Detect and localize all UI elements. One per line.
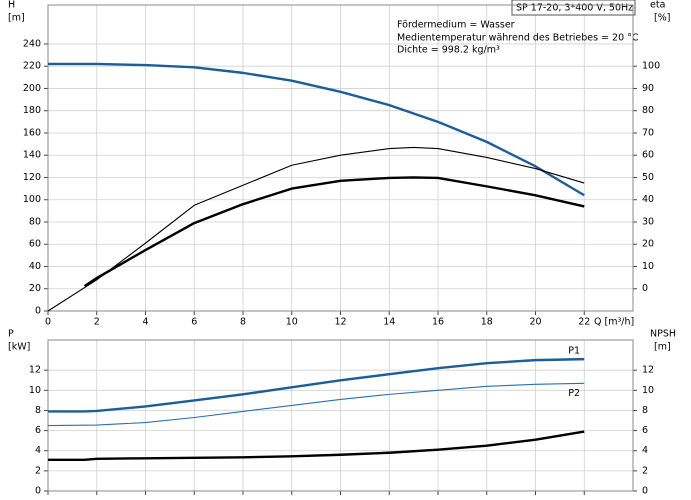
y2-tick-label: 10 [642, 385, 654, 396]
y2-tick-label: 60 [642, 150, 654, 161]
y2-tick-label: 0 [642, 486, 648, 497]
chart-title: SP 17-20, 3*400 V, 50Hz [516, 3, 633, 14]
y2-tick-label: 10 [642, 261, 654, 272]
x-tick-label: 10 [286, 317, 298, 328]
x-tick-label: 6 [191, 317, 197, 328]
curve [48, 357, 585, 413]
series-label: P1 [568, 346, 580, 357]
y2-axis-label: eta [650, 0, 665, 11]
x-tick-label: 18 [481, 317, 493, 328]
y-axis-label: P [8, 329, 14, 340]
y2-tick-label: 20 [642, 239, 654, 250]
y-tick-label: 12 [29, 365, 41, 376]
y2-tick-label: 12 [642, 365, 654, 376]
y-tick-label: 100 [23, 194, 41, 205]
title-box [511, 0, 636, 16]
y-tick-label: 4 [35, 445, 41, 456]
y-tick-label: 240 [23, 38, 41, 49]
x-tick-label: 22 [578, 317, 590, 328]
curve [48, 62, 585, 197]
y-tick-label: 10 [29, 385, 41, 396]
y-tick-label: 0 [35, 306, 41, 317]
annotation: Medientemperatur während des Betriebes =… [397, 33, 639, 44]
y-tick-label: 180 [23, 105, 41, 116]
y2-tick-label: 80 [642, 105, 654, 116]
y-tick-label: 200 [23, 83, 41, 94]
x-tick-label: 2 [94, 317, 100, 328]
y-tick-label: 2 [35, 465, 41, 476]
x-tick-label: 14 [383, 317, 395, 328]
y2-tick-label: 2 [642, 465, 648, 476]
x-tick-label: 0 [45, 317, 51, 328]
y-tick-label: 8 [35, 405, 41, 416]
x-axis-label: Q [m³/h] [594, 317, 634, 328]
y2-tick-label: 70 [642, 127, 654, 138]
series-label: P2 [568, 388, 580, 399]
curve [48, 430, 585, 461]
plot-frame [47, 4, 634, 312]
x-tick-label: 16 [432, 317, 444, 328]
y-tick-label: 40 [29, 261, 41, 272]
y-axis-unit: [m] [8, 13, 25, 24]
curve [47, 146, 585, 312]
x-tick-label: 20 [529, 317, 541, 328]
y2-tick-label: 0 [642, 283, 648, 294]
y2-axis-unit: [m] [654, 342, 671, 353]
annotation: Fördermedium = Wasser [397, 20, 515, 31]
y-tick-label: 80 [29, 216, 41, 227]
y-tick-label: 160 [23, 127, 41, 138]
y-tick-label: 220 [23, 61, 41, 72]
y-axis-unit: [kW] [8, 342, 30, 353]
y2-tick-label: 8 [642, 405, 648, 416]
y-tick-label: 20 [29, 283, 41, 294]
y2-tick-label: 40 [642, 194, 654, 205]
y-axis-label: H [8, 0, 15, 11]
y2-tick-label: 4 [642, 445, 648, 456]
y-tick-label: 140 [23, 150, 41, 161]
y-tick-label: 0 [35, 486, 41, 497]
y-tick-label: 6 [35, 425, 41, 436]
y-tick-label: 120 [23, 172, 41, 183]
x-tick-label: 4 [142, 317, 148, 328]
y2-tick-label: 90 [642, 83, 654, 94]
y-tick-label: 60 [29, 239, 41, 250]
y2-tick-label: 30 [642, 216, 654, 227]
curve [47, 382, 585, 427]
plot-frame [47, 339, 634, 492]
y2-axis-label: NPSH [650, 329, 676, 340]
x-tick-label: 8 [240, 317, 246, 328]
annotation: Dichte = 998.2 kg/m³ [397, 45, 500, 56]
y2-tick-label: 50 [642, 172, 654, 183]
y2-tick-label: 100 [642, 61, 660, 72]
curve [83, 176, 585, 288]
x-tick-label: 12 [334, 317, 346, 328]
y2-tick-label: 6 [642, 425, 648, 436]
y2-axis-unit: [%] [654, 13, 670, 24]
